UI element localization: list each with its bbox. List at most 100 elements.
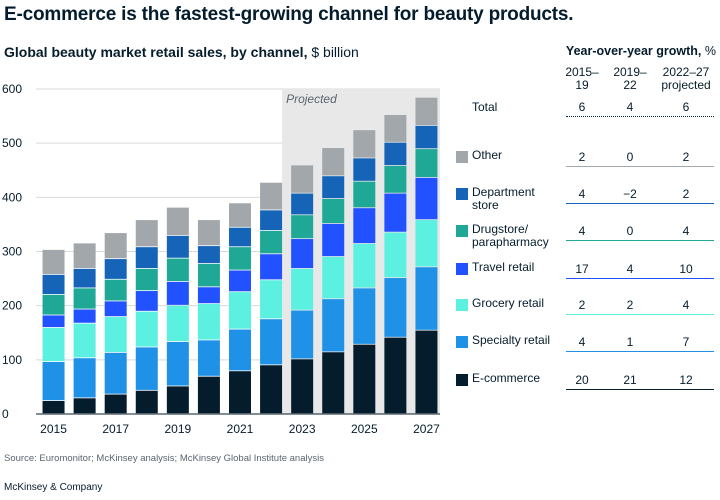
- bar-specialty-retail-2025: [353, 288, 376, 344]
- chart-title: Global beauty market retail sales, by ch…: [4, 44, 308, 60]
- bar-other-2020: [197, 220, 220, 246]
- bar-specialty-retail-2022: [260, 319, 283, 365]
- chart-unit: $ billion: [311, 44, 359, 60]
- growth-total-3: 6: [682, 100, 690, 114]
- bar-e-commerce-2025: [353, 344, 376, 414]
- bar-travel-retail-2018: [135, 291, 158, 311]
- bar-travel-retail-2019: [166, 281, 189, 305]
- bar-other-2017: [104, 233, 127, 259]
- bar-other-2026: [384, 115, 407, 142]
- period-header-1: 2015– 19: [565, 65, 599, 92]
- bar-e-commerce-2024: [322, 352, 345, 414]
- y-tick-label: 200: [2, 299, 22, 313]
- chart-subtitle: Global beauty market retail sales, by ch…: [4, 44, 359, 60]
- bar-drugstore-parapharmacy-2020: [197, 263, 220, 287]
- bar-department-store-2023: [291, 193, 314, 215]
- bar-e-commerce-2026: [384, 337, 407, 414]
- legend-label: Grocery retail: [472, 296, 545, 310]
- legend-swatch: [456, 188, 468, 200]
- bar-department-store-2021: [229, 227, 251, 247]
- legend-swatch: [456, 374, 468, 386]
- bar-other-2027: [415, 97, 438, 126]
- growth-value: 12: [679, 373, 693, 387]
- bar-e-commerce-2019: [166, 386, 189, 414]
- bar-grocery-retail-2018: [135, 311, 158, 347]
- growth-value: 10: [679, 262, 693, 276]
- growth-row-total-label: Total: [472, 100, 498, 114]
- bar-specialty-retail-2016: [73, 358, 96, 398]
- bar-drugstore-parapharmacy-2017: [104, 279, 127, 301]
- bar-specialty-retail-2019: [166, 341, 189, 386]
- bar-drugstore-parapharmacy-2018: [135, 268, 158, 291]
- growth-value: 0: [626, 224, 634, 238]
- bar-specialty-retail-2017: [104, 352, 127, 394]
- bar-department-store-2022: [260, 210, 283, 231]
- growth-row-underline: [566, 351, 714, 352]
- bar-travel-retail-2020: [197, 287, 220, 304]
- growth-unit: %: [704, 44, 716, 58]
- growth-value: 2: [682, 150, 690, 164]
- y-tick-label: 400: [2, 190, 22, 204]
- bar-drugstore-parapharmacy-2021: [229, 247, 251, 270]
- bar-e-commerce-2017: [104, 394, 127, 414]
- bar-travel-retail-2022: [260, 254, 283, 280]
- y-tick-label: 300: [2, 245, 22, 259]
- growth-row-underline: [566, 314, 714, 315]
- x-tick-label: 2025: [351, 422, 378, 436]
- growth-row-underline: [566, 203, 714, 204]
- brand-logo: McKinsey & Company: [4, 482, 103, 493]
- bar-drugstore-parapharmacy-2024: [322, 198, 345, 224]
- growth-value: −2: [623, 187, 637, 201]
- growth-value: 2: [578, 298, 586, 312]
- bar-specialty-retail-2023: [291, 310, 314, 359]
- growth-value: 1: [626, 335, 634, 349]
- y-axis-ticks: 0 100 200 300 400 500 600: [2, 82, 22, 421]
- x-tick-label: 2023: [289, 422, 316, 436]
- bar-travel-retail-2027: [415, 177, 438, 220]
- growth-row-underline: [566, 240, 714, 241]
- y-tick-label: 600: [2, 82, 22, 96]
- bar-grocery-retail-2026: [384, 232, 407, 278]
- bars: [42, 97, 438, 414]
- x-axis-ticks: 2015 2017 2019 2021 2023 2025 2027: [40, 422, 440, 436]
- legend-swatch: [456, 151, 468, 163]
- bar-travel-retail-2016: [73, 309, 96, 323]
- bar-e-commerce-2027: [415, 330, 438, 414]
- bar-travel-retail-2024: [322, 223, 345, 257]
- total-underline: [566, 116, 714, 117]
- legend-swatch: [456, 336, 468, 348]
- bar-department-store-2026: [384, 142, 407, 166]
- bar-grocery-retail-2021: [229, 292, 251, 329]
- source-note: Source: Euromonitor; McKinsey analysis; …: [4, 453, 324, 464]
- growth-value: 21: [623, 373, 637, 387]
- bar-e-commerce-2022: [260, 365, 283, 414]
- growth-row-underline: [566, 278, 714, 279]
- growth-value: 0: [626, 150, 634, 164]
- bar-travel-retail-2025: [353, 208, 376, 244]
- growth-value: 2: [626, 298, 634, 312]
- legend-label: Drugstore/parapharmacy: [472, 222, 549, 249]
- bar-grocery-retail-2015: [42, 327, 65, 362]
- growth-value: 4: [578, 335, 586, 349]
- bar-travel-retail-2017: [104, 301, 127, 317]
- y-tick-label: 500: [2, 136, 22, 150]
- bar-other-2018: [135, 220, 158, 247]
- growth-row-underline: [566, 389, 714, 390]
- bar-department-store-2024: [322, 176, 345, 199]
- period-header-3: 2022–27 projected: [661, 65, 711, 92]
- x-tick-label: 2019: [164, 422, 191, 436]
- growth-value: 20: [575, 373, 589, 387]
- bar-other-2019: [166, 207, 189, 235]
- bar-specialty-retail-2027: [415, 267, 438, 330]
- bar-other-2016: [73, 243, 96, 269]
- bar-grocery-retail-2025: [353, 243, 376, 288]
- bar-specialty-retail-2026: [384, 278, 407, 337]
- x-tick-label: 2027: [413, 422, 440, 436]
- x-tick-label: 2015: [40, 422, 67, 436]
- bar-e-commerce-2018: [135, 390, 158, 414]
- bar-specialty-retail-2024: [322, 299, 345, 352]
- bar-grocery-retail-2020: [197, 304, 220, 340]
- bar-travel-retail-2021: [229, 270, 251, 292]
- growth-value: 4: [626, 262, 634, 276]
- bar-grocery-retail-2016: [73, 323, 96, 358]
